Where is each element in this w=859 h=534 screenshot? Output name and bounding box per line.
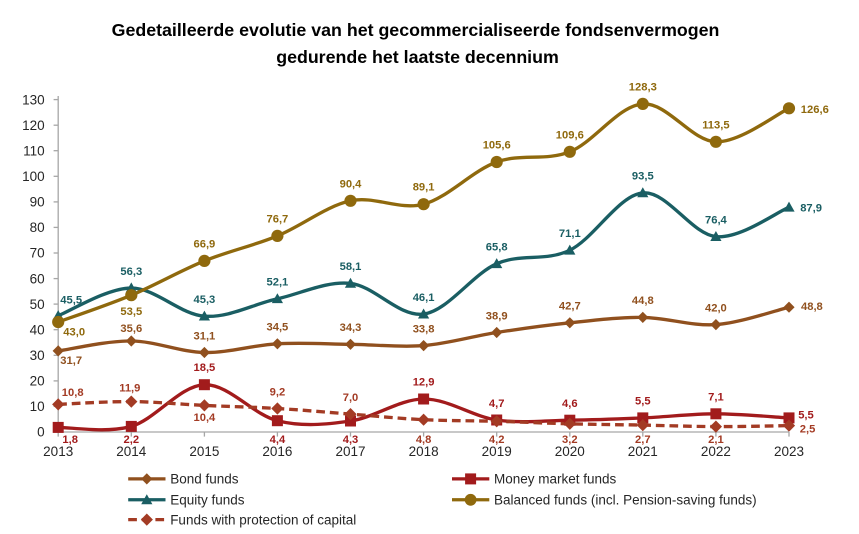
svg-text:126,6: 126,6 — [801, 104, 829, 116]
svg-text:35,6: 35,6 — [120, 323, 142, 335]
svg-text:4,8: 4,8 — [416, 434, 432, 446]
svg-text:48,8: 48,8 — [801, 301, 823, 313]
svg-text:42,0: 42,0 — [705, 302, 727, 314]
svg-text:42,7: 42,7 — [559, 301, 581, 313]
svg-text:2017: 2017 — [335, 444, 365, 459]
svg-text:65,8: 65,8 — [486, 242, 508, 254]
svg-text:Funds with protection of capit: Funds with protection of capital — [170, 512, 356, 527]
svg-text:2014: 2014 — [116, 444, 147, 459]
svg-text:3,2: 3,2 — [562, 434, 578, 446]
svg-text:110: 110 — [23, 143, 45, 158]
svg-text:60: 60 — [30, 271, 45, 286]
svg-text:0: 0 — [37, 425, 45, 440]
svg-text:5,5: 5,5 — [635, 396, 651, 408]
svg-text:31,7: 31,7 — [60, 355, 82, 367]
svg-text:Gedetailleerde evolutie van he: Gedetailleerde evolutie van het gecommer… — [112, 20, 720, 40]
svg-text:10,4: 10,4 — [194, 412, 217, 424]
svg-text:2022: 2022 — [701, 444, 731, 459]
svg-text:100: 100 — [22, 169, 45, 184]
svg-text:130: 130 — [22, 92, 45, 107]
svg-text:38,9: 38,9 — [486, 310, 508, 322]
svg-text:105,6: 105,6 — [483, 140, 511, 152]
svg-text:2019: 2019 — [482, 444, 512, 459]
svg-text:18,5: 18,5 — [194, 362, 216, 374]
svg-text:Bond funds: Bond funds — [170, 472, 239, 487]
svg-text:80: 80 — [30, 220, 45, 235]
svg-text:89,1: 89,1 — [413, 182, 435, 194]
svg-text:90: 90 — [30, 195, 45, 210]
svg-text:109,6: 109,6 — [556, 129, 584, 141]
svg-text:12,9: 12,9 — [413, 377, 435, 389]
svg-text:2018: 2018 — [409, 444, 439, 459]
svg-text:2,2: 2,2 — [124, 434, 140, 446]
svg-text:120: 120 — [22, 118, 45, 133]
svg-text:58,1: 58,1 — [340, 261, 362, 273]
svg-text:46,1: 46,1 — [413, 292, 435, 304]
svg-text:128,3: 128,3 — [629, 81, 657, 93]
svg-text:2020: 2020 — [555, 444, 585, 459]
svg-text:45,3: 45,3 — [194, 294, 216, 306]
svg-text:11,9: 11,9 — [119, 382, 140, 394]
svg-text:2021: 2021 — [628, 444, 658, 459]
svg-text:66,9: 66,9 — [194, 238, 216, 250]
svg-text:87,9: 87,9 — [800, 203, 822, 215]
svg-text:40: 40 — [30, 322, 45, 337]
svg-text:9,2: 9,2 — [270, 387, 286, 399]
svg-text:50: 50 — [30, 297, 45, 312]
svg-text:52,1: 52,1 — [267, 277, 289, 289]
svg-text:45,5: 45,5 — [60, 295, 82, 307]
svg-text:2016: 2016 — [262, 444, 292, 459]
svg-text:10: 10 — [30, 399, 45, 414]
svg-text:4,4: 4,4 — [270, 434, 286, 446]
svg-text:4,3: 4,3 — [343, 434, 359, 446]
svg-text:34,5: 34,5 — [267, 322, 289, 334]
svg-text:4,6: 4,6 — [562, 398, 578, 410]
svg-text:2,1: 2,1 — [708, 434, 724, 446]
svg-text:44,8: 44,8 — [632, 295, 654, 307]
svg-text:7,0: 7,0 — [343, 392, 359, 404]
svg-text:Money market funds: Money market funds — [494, 472, 617, 487]
svg-text:2013: 2013 — [43, 444, 73, 459]
svg-text:113,5: 113,5 — [702, 119, 729, 131]
svg-text:gedurende het laatste decenniu: gedurende het laatste decennium — [276, 47, 559, 67]
svg-text:4,7: 4,7 — [489, 398, 505, 410]
svg-text:43,0: 43,0 — [63, 327, 85, 339]
svg-text:7,1: 7,1 — [708, 392, 724, 404]
svg-text:20: 20 — [30, 374, 45, 389]
svg-text:93,5: 93,5 — [632, 171, 654, 183]
svg-text:71,1: 71,1 — [559, 228, 581, 240]
svg-text:2,5: 2,5 — [800, 424, 816, 436]
svg-text:2015: 2015 — [189, 444, 219, 459]
svg-text:56,3: 56,3 — [120, 266, 142, 278]
svg-text:4,2: 4,2 — [489, 434, 505, 446]
svg-text:30: 30 — [30, 348, 45, 363]
svg-text:Equity funds: Equity funds — [170, 493, 245, 508]
svg-text:2023: 2023 — [774, 444, 804, 459]
svg-text:Balanced funds (incl. Pension-: Balanced funds (incl. Pension-saving fun… — [494, 493, 757, 508]
svg-text:34,3: 34,3 — [340, 322, 362, 334]
svg-text:90,4: 90,4 — [340, 178, 363, 190]
svg-text:10,8: 10,8 — [62, 387, 84, 399]
svg-text:5,5: 5,5 — [798, 409, 814, 421]
svg-text:1,8: 1,8 — [62, 434, 78, 446]
svg-text:76,7: 76,7 — [267, 213, 289, 225]
svg-text:70: 70 — [30, 246, 45, 261]
svg-text:2,7: 2,7 — [635, 434, 651, 446]
svg-text:76,4: 76,4 — [705, 214, 728, 226]
svg-text:31,1: 31,1 — [194, 330, 216, 342]
svg-text:53,5: 53,5 — [120, 306, 142, 318]
svg-text:33,8: 33,8 — [413, 323, 435, 335]
